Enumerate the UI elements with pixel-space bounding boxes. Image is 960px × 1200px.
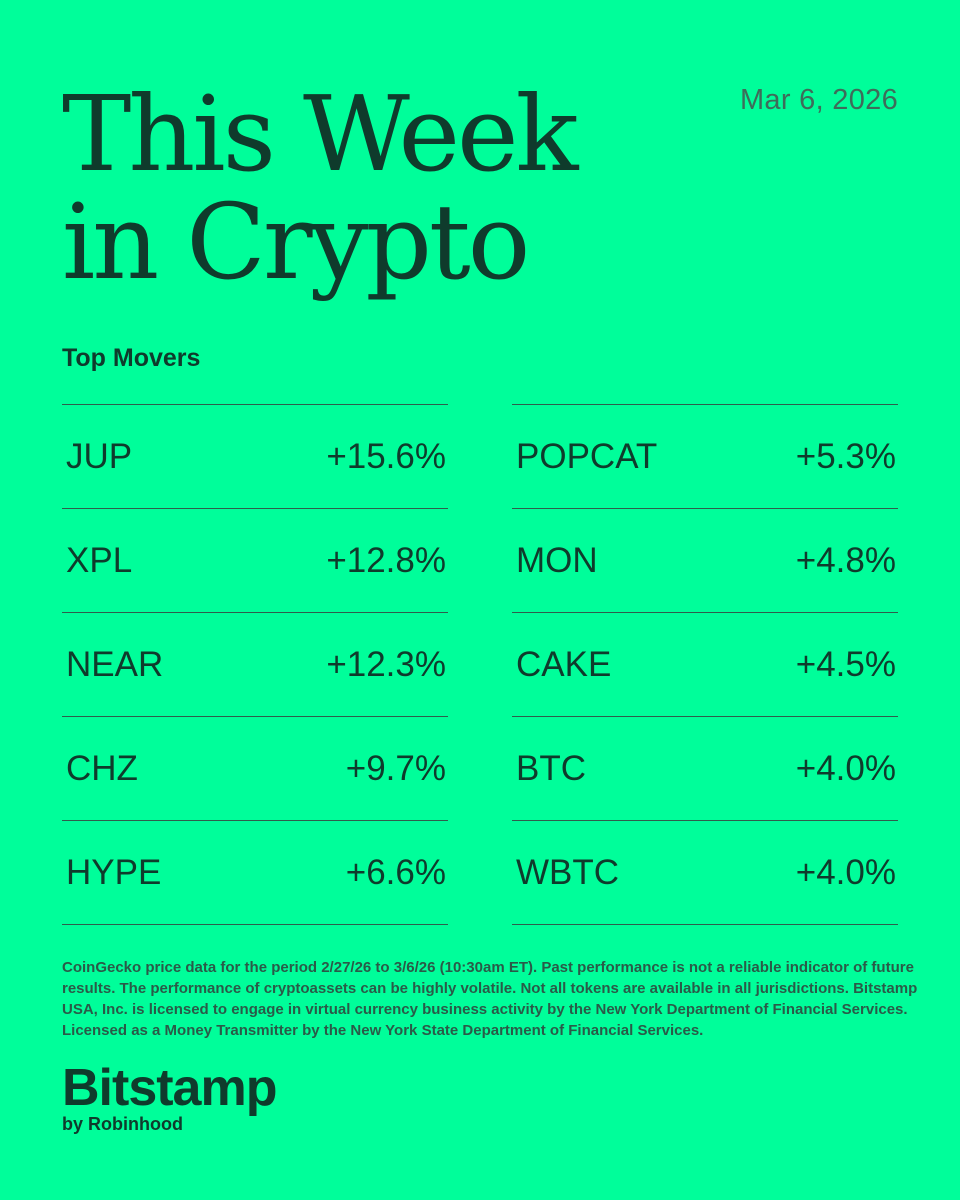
brand-byline: by Robinhood <box>62 1114 183 1134</box>
mover-row: WBTC +4.0% <box>512 821 898 925</box>
mover-change: +12.8% <box>326 540 446 580</box>
mover-change: +4.0% <box>795 748 896 788</box>
mover-row: CHZ +9.7% <box>62 717 448 821</box>
movers-right-column: POPCAT +5.3% MON +4.8% CAKE +4.5% BTC +4… <box>512 404 898 925</box>
title-line-1: This Week <box>62 73 579 195</box>
mover-row: JUP +15.6% <box>62 405 448 509</box>
mover-symbol: POPCAT <box>516 436 658 476</box>
mover-change: +12.3% <box>326 644 446 684</box>
movers-left-column: JUP +15.6% XPL +12.8% NEAR +12.3% CHZ +9… <box>62 404 448 925</box>
mover-symbol: CAKE <box>516 644 612 684</box>
mover-change: +9.7% <box>345 748 446 788</box>
mover-row: XPL +12.8% <box>62 509 448 613</box>
section-title: Top Movers <box>62 344 201 372</box>
mover-symbol: MON <box>516 540 598 580</box>
mover-row: MON +4.8% <box>512 509 898 613</box>
mover-symbol: CHZ <box>66 748 138 788</box>
mover-change: +5.3% <box>795 436 896 476</box>
disclaimer-text: CoinGecko price data for the period 2/27… <box>62 959 918 1039</box>
mover-change: +4.8% <box>795 540 896 580</box>
mover-symbol: WBTC <box>516 852 620 892</box>
bitstamp-logo: Bitstamp <box>62 1059 277 1117</box>
mover-change: +4.5% <box>795 644 896 684</box>
mover-row: POPCAT +5.3% <box>512 405 898 509</box>
mover-symbol: BTC <box>516 748 586 788</box>
mover-symbol: XPL <box>66 540 133 580</box>
mover-change: +4.0% <box>795 852 896 892</box>
mover-change: +6.6% <box>345 852 446 892</box>
mover-symbol: NEAR <box>66 644 164 684</box>
mover-row: BTC +4.0% <box>512 717 898 821</box>
mover-row: CAKE +4.5% <box>512 613 898 717</box>
page-title: This Week in Crypto <box>62 73 579 303</box>
mover-change: +15.6% <box>326 436 446 476</box>
mover-row: HYPE +6.6% <box>62 821 448 925</box>
mover-symbol: HYPE <box>66 852 162 892</box>
title-line-2: in Crypto <box>62 181 530 303</box>
mover-symbol: JUP <box>66 436 133 476</box>
date-label: Mar 6, 2026 <box>739 84 898 116</box>
mover-row: NEAR +12.3% <box>62 613 448 717</box>
